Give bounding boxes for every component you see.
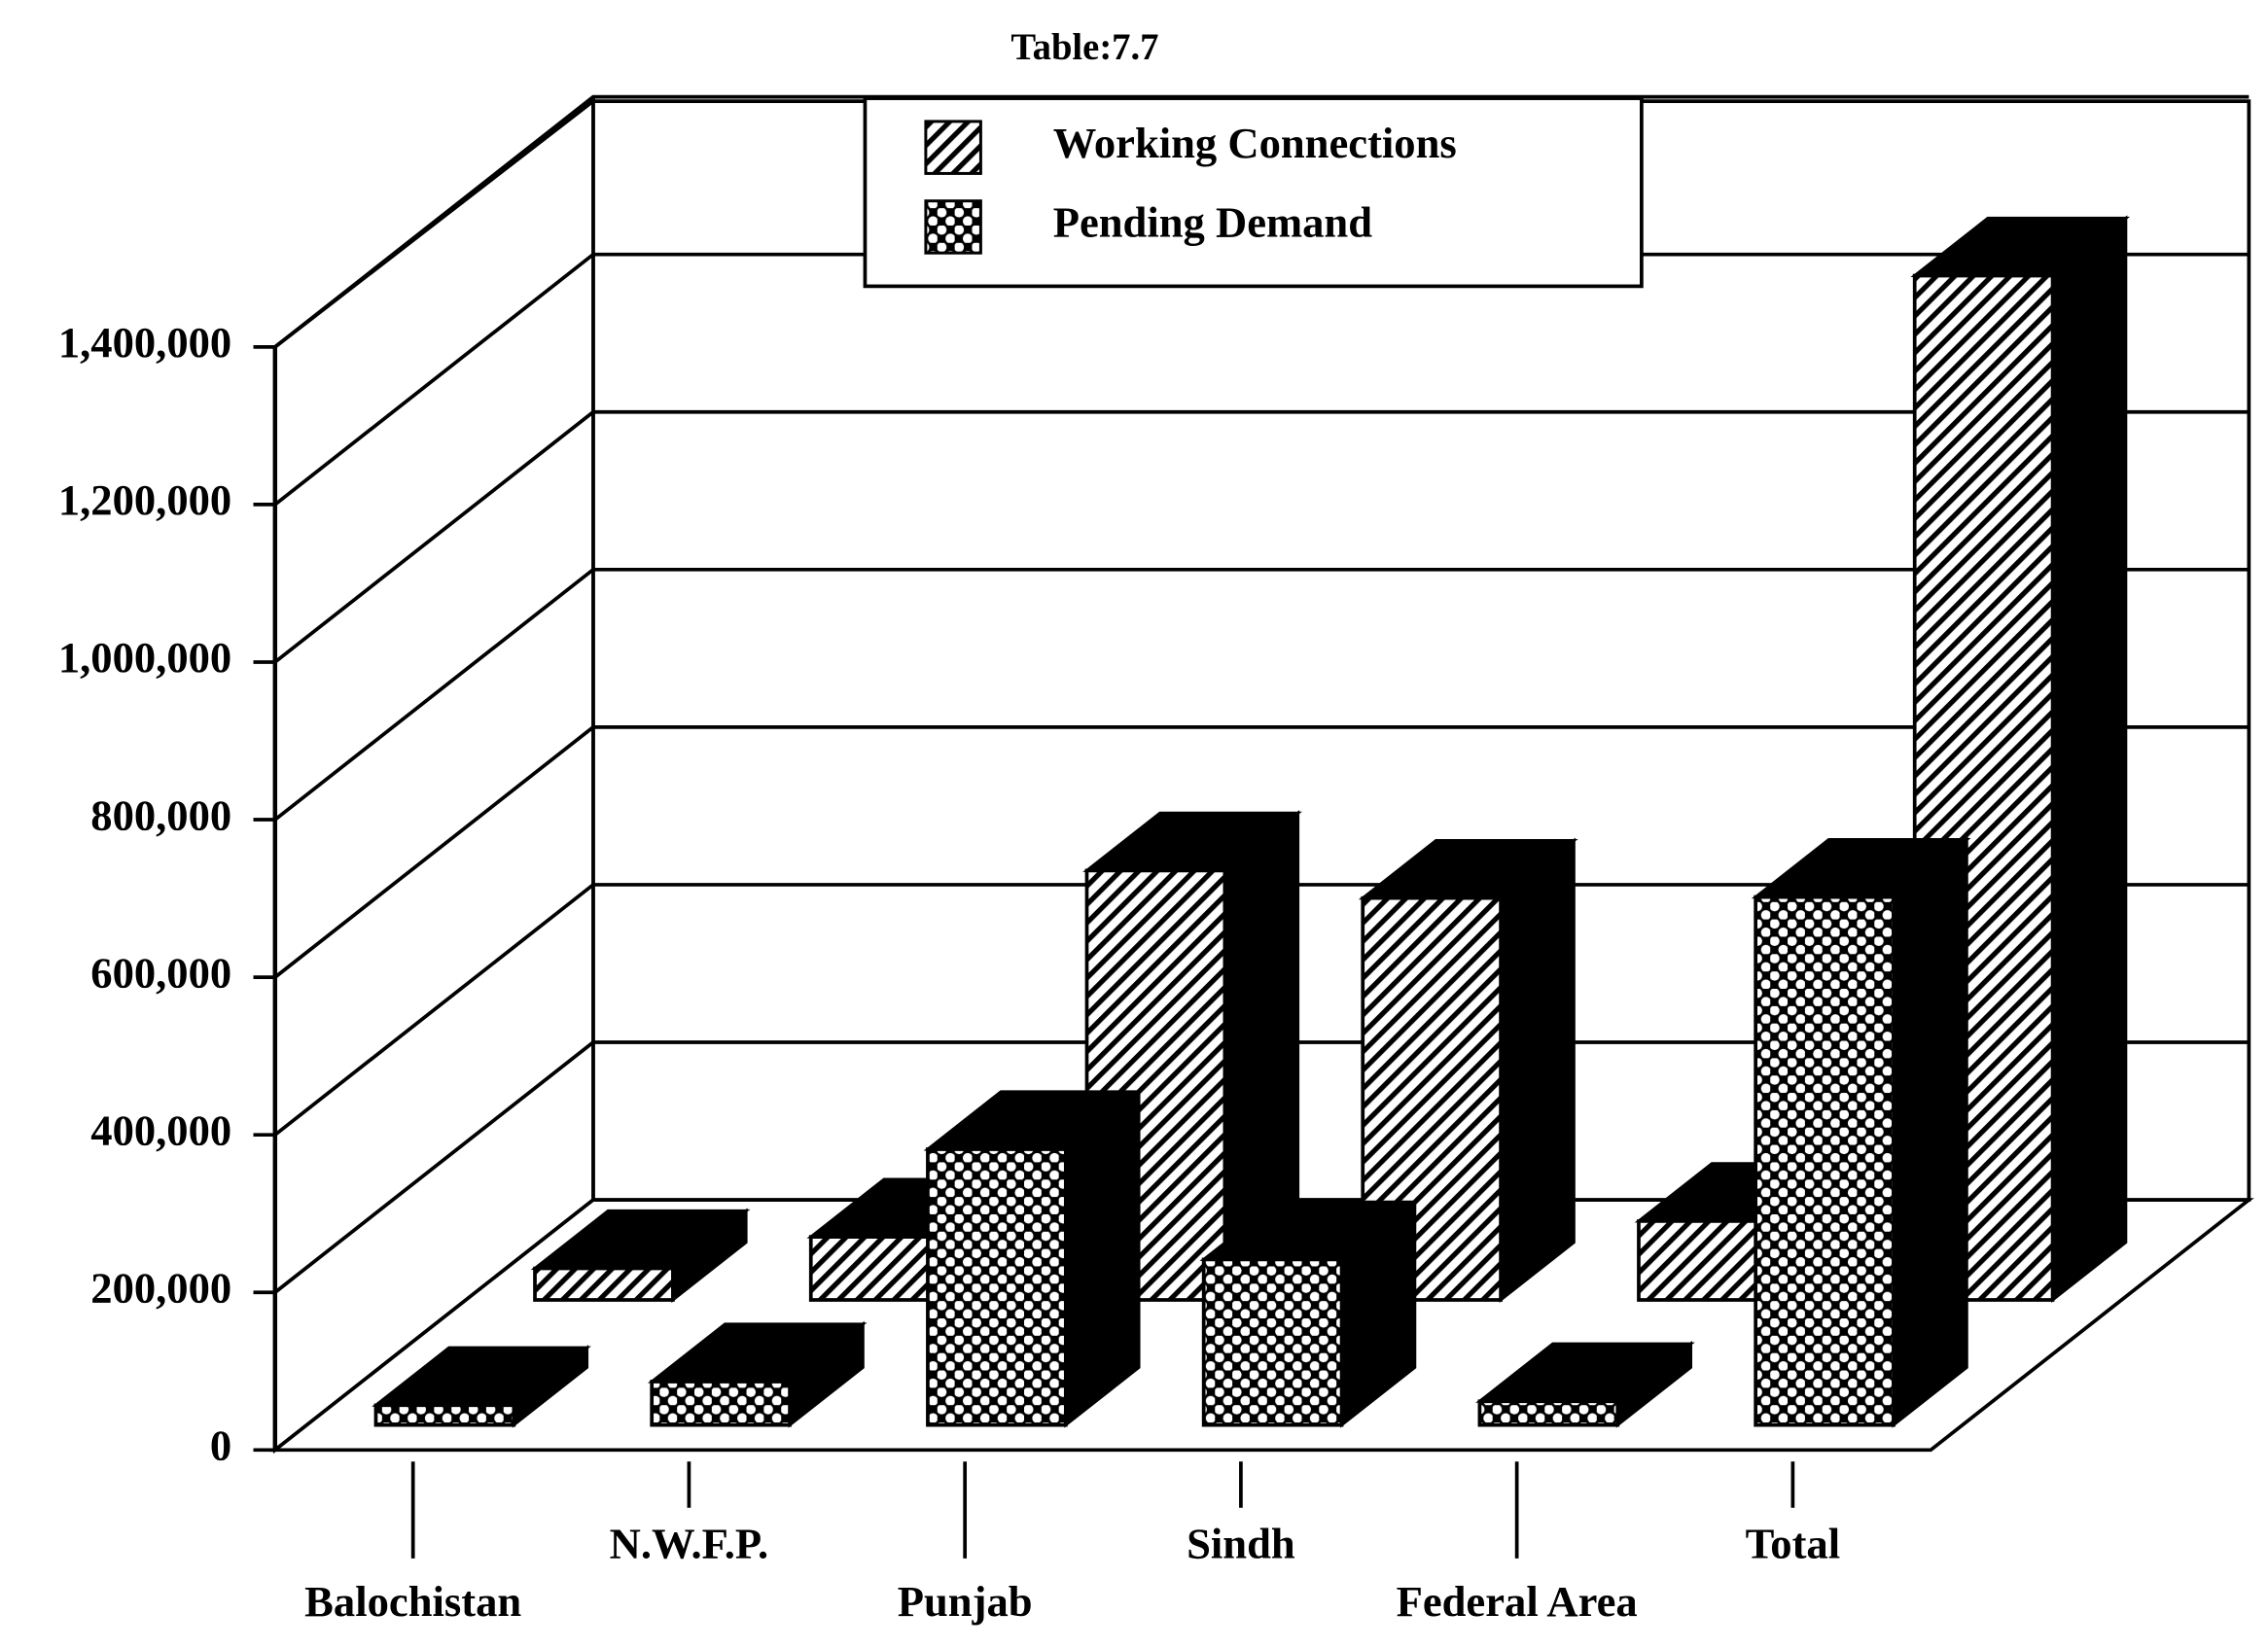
- bar: [1201, 1257, 1344, 1427]
- x-tick-label: N.W.F.P.: [610, 1520, 769, 1568]
- y-tick-label: 400,000: [90, 1105, 231, 1154]
- bar-side: [1892, 836, 1968, 1428]
- y-tick-label: 0: [210, 1421, 231, 1470]
- bar: [533, 1266, 675, 1302]
- grid-line: [273, 725, 2250, 979]
- bar-side: [1499, 837, 1576, 1304]
- bar: [373, 1403, 516, 1427]
- bar: [1361, 895, 1503, 1302]
- legend-label: Working Connections: [1053, 119, 1457, 167]
- legend-label: Pending Demand: [1053, 198, 1373, 247]
- bar: [1754, 894, 1896, 1427]
- grid-line: [273, 409, 2250, 664]
- grid-line: [273, 252, 2250, 507]
- x-tick-label: Federal Area: [1397, 1577, 1638, 1626]
- bar-side: [2051, 215, 2128, 1304]
- grid-line: [273, 567, 2250, 822]
- y-tick-label: 1,400,000: [58, 318, 231, 367]
- bar: [1477, 1399, 1620, 1427]
- chart-title: Table:7.7: [1010, 27, 1158, 68]
- x-tick-label: Punjab: [898, 1577, 1033, 1626]
- bar: [926, 1147, 1068, 1427]
- y-tick-label: 200,000: [90, 1263, 231, 1312]
- bar: [650, 1380, 792, 1427]
- grid-line: [273, 94, 2250, 349]
- legend-box: [863, 96, 1644, 289]
- grid-line: [273, 883, 2250, 1137]
- y-tick-label: 1,000,000: [58, 633, 231, 682]
- y-tick-label: 800,000: [90, 790, 231, 839]
- x-tick-label: Sindh: [1187, 1520, 1295, 1568]
- y-tick-label: 1,200,000: [58, 475, 231, 524]
- y-tick-label: 600,000: [90, 948, 231, 997]
- x-tick-label: Total: [1746, 1520, 1840, 1568]
- legend-swatch: [924, 199, 982, 255]
- x-tick-label: Balochistan: [304, 1577, 521, 1626]
- grid-line: [273, 1040, 2250, 1294]
- legend-swatch: [924, 120, 982, 175]
